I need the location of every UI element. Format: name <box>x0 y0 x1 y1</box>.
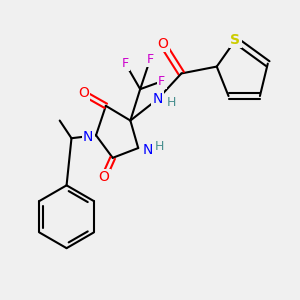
Text: S: S <box>230 33 240 47</box>
Text: O: O <box>157 37 168 51</box>
Text: F: F <box>158 75 165 88</box>
Text: H: H <box>155 140 164 153</box>
Text: O: O <box>78 86 89 100</box>
Text: F: F <box>146 53 154 66</box>
Text: N: N <box>143 143 153 157</box>
Text: N: N <box>153 92 163 106</box>
Text: N: N <box>83 130 93 144</box>
Text: O: O <box>98 170 109 184</box>
Text: H: H <box>167 96 176 110</box>
Text: F: F <box>122 57 129 70</box>
